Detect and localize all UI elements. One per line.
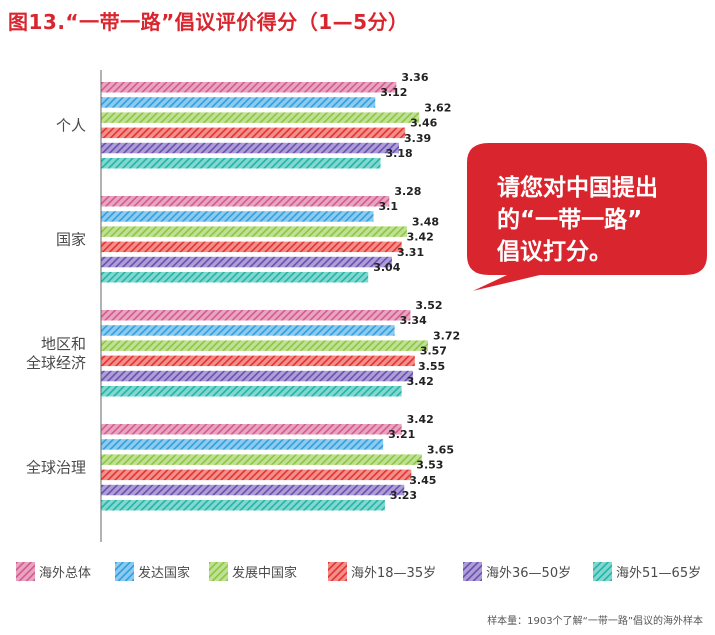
legend-item: 发展中国家 bbox=[209, 562, 297, 581]
category-label: 全球治理 bbox=[26, 458, 86, 476]
value-label: 3.1 bbox=[379, 200, 399, 213]
legend-label: 海外51—65岁 bbox=[616, 566, 702, 581]
legend-item: 海外18—35岁 bbox=[328, 562, 436, 581]
callout-line: 请您对中国提出 bbox=[497, 175, 658, 201]
legend: 海外总体 发达国家 发展中国家 海外18—35岁 海外36—50岁 海外51—65岁 bbox=[16, 562, 711, 584]
value-label: 3.52 bbox=[415, 299, 442, 312]
bar bbox=[101, 97, 376, 108]
bar bbox=[101, 196, 390, 207]
legend-label: 海外36—50岁 bbox=[486, 566, 572, 581]
legend-label: 海外总体 bbox=[39, 566, 92, 581]
footnote: 样本量：1903个了解“一带一路”倡议的海外样本 bbox=[487, 616, 703, 627]
value-label: 3.72 bbox=[433, 329, 460, 342]
value-label: 3.34 bbox=[400, 314, 427, 327]
bar bbox=[101, 112, 420, 123]
value-label: 3.31 bbox=[397, 246, 424, 259]
value-label: 3.21 bbox=[388, 428, 415, 441]
value-label: 3.46 bbox=[410, 117, 437, 130]
callout-text: 请您对中国提出 的“一带一路” 倡议打分。 bbox=[497, 172, 687, 268]
callout-line: 的“一带一路” bbox=[497, 207, 643, 233]
bar bbox=[101, 272, 369, 283]
bar bbox=[101, 424, 402, 435]
legend-swatch bbox=[16, 562, 35, 581]
legend-swatch bbox=[463, 562, 482, 581]
bar bbox=[101, 325, 395, 336]
bar bbox=[101, 158, 381, 169]
callout-line: 倡议打分。 bbox=[497, 239, 612, 265]
value-label: 3.65 bbox=[427, 443, 454, 456]
bar bbox=[101, 454, 422, 465]
bar bbox=[101, 241, 402, 253]
bar bbox=[101, 142, 399, 154]
category-label: 地区和 bbox=[41, 335, 86, 353]
legend-item: 发达国家 bbox=[115, 562, 190, 581]
bar bbox=[101, 226, 407, 237]
value-label: 3.55 bbox=[418, 360, 445, 373]
value-label: 3.57 bbox=[420, 345, 447, 358]
value-label: 3.53 bbox=[416, 459, 443, 472]
legend-item: 海外36—50岁 bbox=[463, 562, 571, 581]
category-label: 个人 bbox=[56, 116, 86, 134]
legend-item: 海外总体 bbox=[16, 562, 91, 581]
bar bbox=[101, 484, 405, 496]
legend-swatch bbox=[328, 562, 347, 581]
legend-item: 海外51—65岁 bbox=[593, 562, 701, 581]
legend-swatch bbox=[115, 562, 134, 581]
legend-swatch bbox=[593, 562, 612, 581]
chart-title: 图13.“一带一路”倡议评价得分（1—5分） bbox=[8, 10, 409, 34]
value-label: 3.04 bbox=[373, 261, 400, 274]
value-label: 3.12 bbox=[380, 86, 407, 99]
value-label: 3.28 bbox=[394, 185, 421, 198]
value-label: 3.48 bbox=[412, 215, 439, 228]
bar bbox=[101, 386, 402, 397]
bar bbox=[101, 256, 392, 268]
speech-bubble-shape bbox=[467, 143, 707, 291]
value-label: 3.36 bbox=[401, 71, 428, 84]
bar bbox=[101, 370, 414, 382]
value-label: 3.62 bbox=[424, 101, 451, 114]
bar bbox=[101, 439, 384, 450]
bar bbox=[101, 310, 411, 321]
legend-label: 海外18—35岁 bbox=[351, 566, 437, 581]
bar bbox=[101, 82, 397, 93]
value-label: 3.42 bbox=[407, 375, 434, 388]
bar bbox=[101, 355, 415, 367]
legend-label: 发展中国家 bbox=[232, 566, 298, 581]
category-label: 全球经济 bbox=[26, 354, 86, 372]
value-label: 3.23 bbox=[390, 489, 417, 502]
bar bbox=[101, 127, 406, 139]
bar bbox=[101, 500, 385, 511]
value-label: 3.39 bbox=[404, 132, 431, 145]
legend-label: 发达国家 bbox=[138, 566, 191, 581]
value-label: 3.45 bbox=[409, 474, 436, 487]
bar bbox=[101, 340, 428, 351]
category-label: 国家 bbox=[56, 230, 86, 248]
value-label: 3.42 bbox=[407, 413, 434, 426]
callout-bubble bbox=[467, 143, 707, 291]
value-label: 3.18 bbox=[386, 147, 413, 160]
value-label: 3.42 bbox=[407, 231, 434, 244]
bar bbox=[101, 469, 412, 481]
bar bbox=[101, 211, 374, 222]
legend-swatch bbox=[209, 562, 228, 581]
